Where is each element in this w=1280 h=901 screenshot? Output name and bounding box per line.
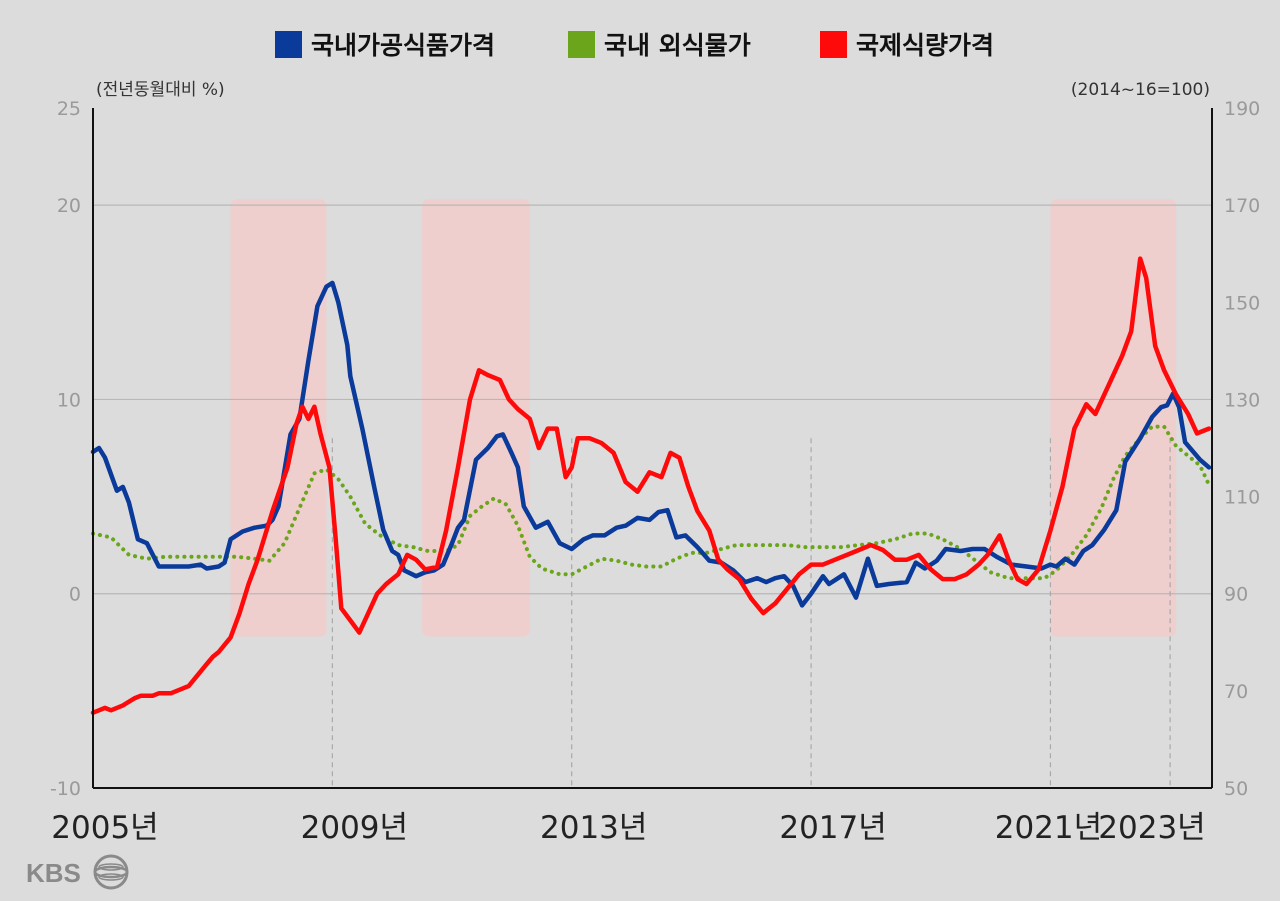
right-tick-label: 190 (1224, 98, 1260, 120)
left-tick-label: 0 (69, 584, 81, 606)
right-tick-label: 130 (1224, 389, 1260, 411)
right-tick-label: 50 (1224, 778, 1248, 800)
legend-label-2: 국내 외식물가 (604, 31, 751, 60)
x-tick-label: 2017년 (779, 810, 886, 846)
left-tick-label: 20 (57, 195, 81, 217)
right-tick-label: 90 (1224, 584, 1248, 606)
right-axis-unit: (2014~16=100) (1071, 80, 1210, 100)
shaded-period-1 (230, 199, 327, 637)
x-tick-label: 2005년 (51, 810, 158, 846)
legend-label-1: 국내가공식품가격 (311, 31, 495, 60)
shaded-period-2 (422, 199, 530, 637)
right-tick-label: 150 (1224, 292, 1260, 314)
series-line-2 (91, 424, 1211, 581)
x-tick-label: 2023년 (1098, 810, 1205, 846)
left-axis-ticks: 25 20 10 0 -10 (50, 98, 81, 800)
legend-swatch-3 (820, 31, 847, 58)
left-axis-unit: (전년동월대비 %) (96, 80, 225, 100)
x-tick-label: 2009년 (301, 810, 408, 846)
left-tick-label: -10 (50, 778, 81, 800)
right-axis-ticks: 190 170 150 130 110 90 70 50 (1224, 98, 1260, 800)
grid-lines (93, 204, 1212, 595)
left-tick-label: 10 (57, 389, 81, 411)
right-tick-label: 110 (1224, 487, 1260, 509)
axes (92, 108, 1213, 789)
series-line-3 (90, 256, 1212, 715)
left-tick-label: 25 (57, 98, 81, 120)
x-tick-label: 2013년 (540, 810, 647, 846)
legend-label-3: 국제식량가격 (856, 31, 994, 60)
kbs-logo: KBS (26, 854, 129, 890)
shaded-periods (230, 199, 1177, 637)
legend-swatch-1 (275, 31, 302, 58)
shaded-period-3 (1050, 199, 1177, 637)
series-lines (90, 256, 1212, 715)
right-tick-label: 170 (1224, 195, 1260, 217)
x-tick-label: 2021년 (995, 810, 1102, 846)
kbs-logo-icon (93, 854, 129, 890)
kbs-logo-text: KBS (26, 858, 81, 888)
right-tick-label: 70 (1224, 681, 1248, 703)
legend-swatch-2 (568, 31, 595, 58)
legend: 국내가공식품가격 국내 외식물가 국제식량가격 (275, 31, 994, 60)
